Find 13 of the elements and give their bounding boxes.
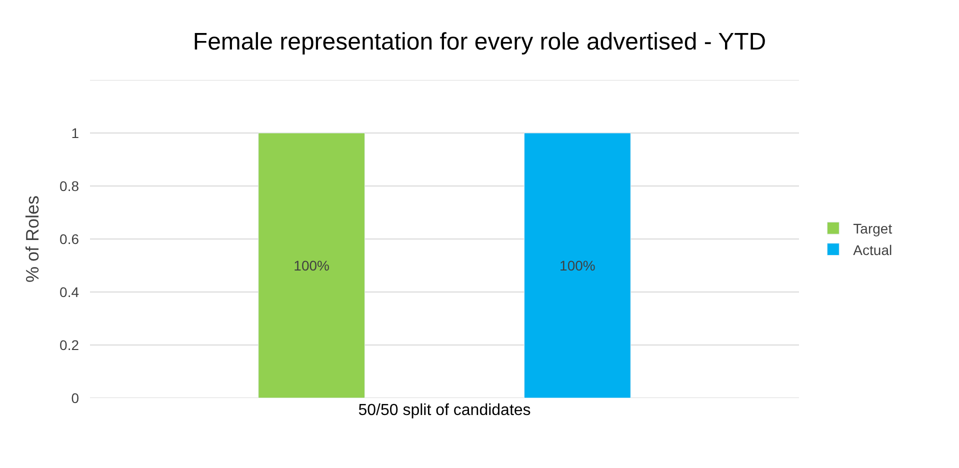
y-tick-label: 0 xyxy=(71,390,80,406)
y-tick-label: 0.2 xyxy=(60,336,80,353)
x-tick-label: 50/50 split of candidates xyxy=(358,402,531,419)
y-tick-label: 0.8 xyxy=(60,178,80,194)
data-label: 100% xyxy=(294,258,330,274)
data-label: 100% xyxy=(560,258,596,274)
legend-label: Actual xyxy=(853,242,892,258)
y-tick-label: 1 xyxy=(71,124,80,141)
legend-label: Target xyxy=(853,220,892,237)
y-tick-label: 0.6 xyxy=(60,230,80,247)
y-tick-label: 0.4 xyxy=(60,284,80,300)
chart-title: Female representation for every role advertised - YTD xyxy=(192,28,766,56)
y-axis-title: % of Roles xyxy=(22,195,43,283)
